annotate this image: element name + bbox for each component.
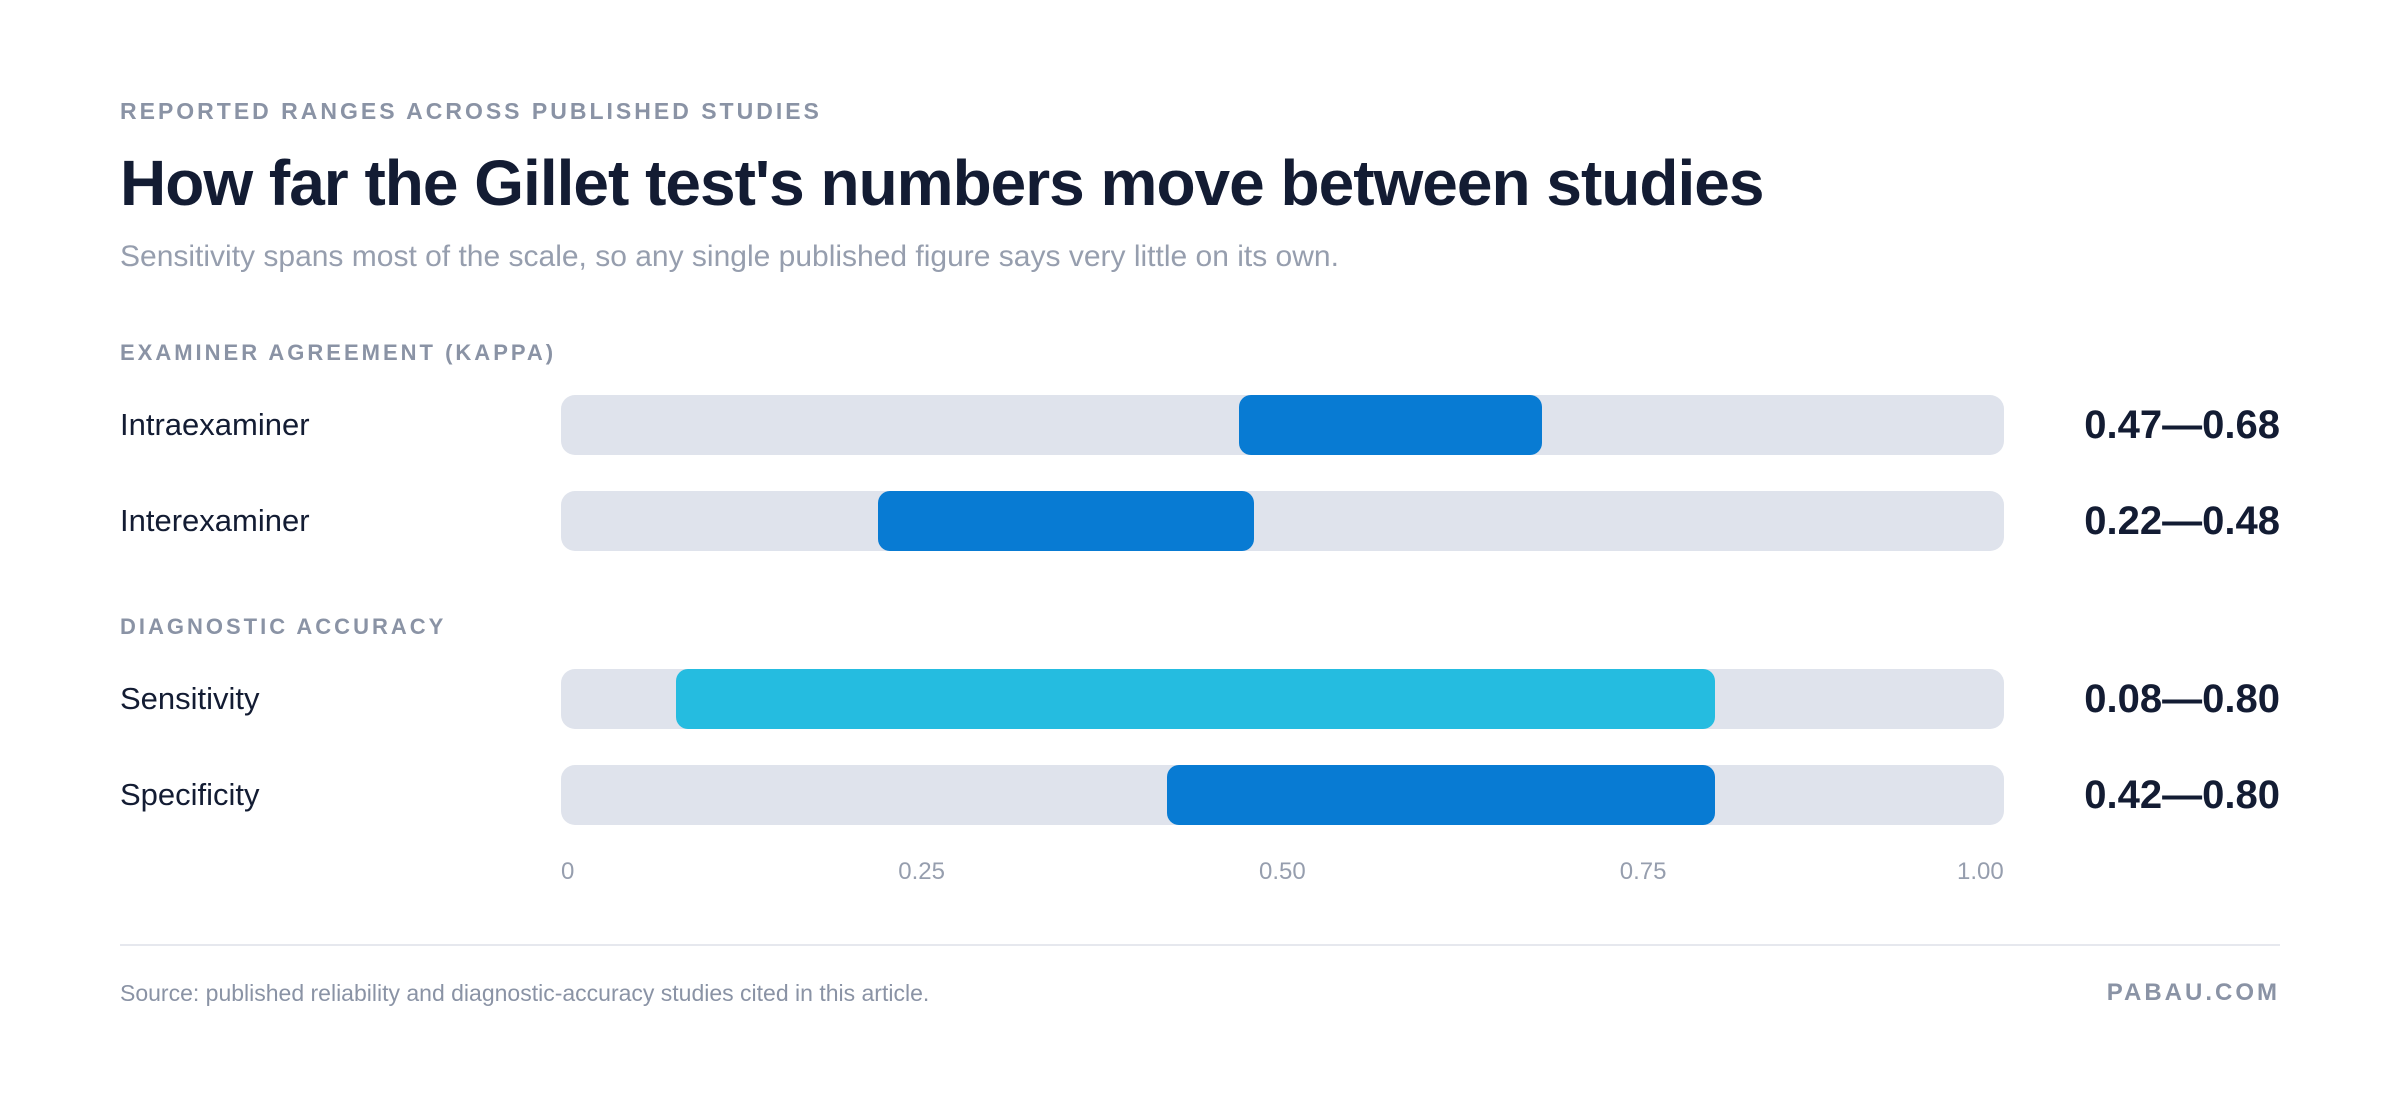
track-interexaminer [561,491,2004,551]
group-label-accuracy: DIAGNOSTIC ACCURACY [120,614,447,639]
track-intraexaminer [561,395,2004,455]
row-label-specificity: Specificity [120,777,260,812]
bar-intraexaminer [1239,395,1543,455]
source-note: Source: published reliability and diagno… [120,980,930,1006]
chart-subtitle: Sensitivity spans most of the scale, so … [120,240,1339,273]
track-specificity [561,765,2004,825]
bar-sensitivity [676,669,1716,729]
row-label-intraexaminer: Intraexaminer [120,407,310,442]
chart-eyebrow: REPORTED RANGES ACROSS PUBLISHED STUDIES [120,98,822,124]
footer-divider [120,944,2280,946]
range-label-specificity: 0.42—0.80 [2084,773,2280,817]
x-tick-label: 1.00 [1957,858,2004,885]
bar-specificity [1167,765,1716,825]
bar-interexaminer [878,491,1254,551]
chart-title: How far the Gillet test's numbers move b… [120,147,1764,219]
x-tick-label: 0.50 [1259,858,1306,885]
x-tick-label: 0.75 [1619,858,1667,885]
x-tick-label: 0.25 [898,858,945,885]
row-label-interexaminer: Interexaminer [120,503,310,538]
row-label-sensitivity: Sensitivity [120,681,260,716]
brand-logo-text: PABAU.COM [2106,979,2280,1006]
range-label-sensitivity: 0.08—0.80 [2084,677,2280,721]
group-label-kappa: EXAMINER AGREEMENT (KAPPA) [120,340,557,365]
range-label-intraexaminer: 0.47—0.68 [2084,403,2280,447]
track-sensitivity [561,669,2004,729]
range-label-interexaminer: 0.22—0.48 [2084,499,2280,543]
x-tick-label: 0 [561,858,575,885]
